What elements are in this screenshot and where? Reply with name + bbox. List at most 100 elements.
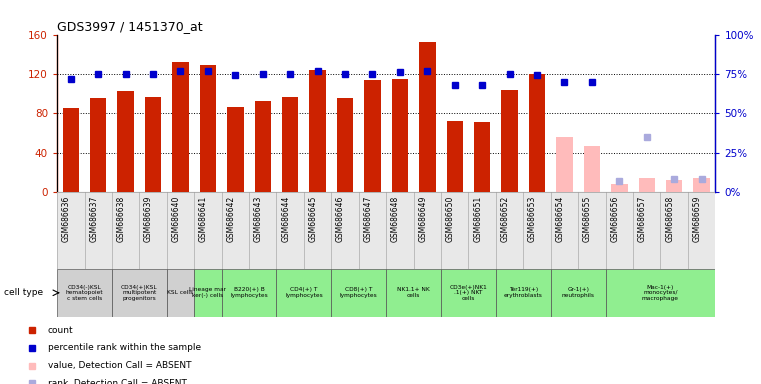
Bar — [633, 192, 661, 269]
Text: B220(+) B
lymphocytes: B220(+) B lymphocytes — [230, 287, 268, 298]
Bar — [62, 108, 79, 192]
Text: GDS3997 / 1451370_at: GDS3997 / 1451370_at — [57, 20, 202, 33]
Bar — [501, 90, 517, 192]
Text: CD34(+)KSL
multipotent
progenitors: CD34(+)KSL multipotent progenitors — [121, 285, 158, 301]
Bar — [606, 269, 715, 317]
Bar — [221, 192, 249, 269]
Bar — [331, 192, 358, 269]
Text: Lineage mar
ker(-) cells: Lineage mar ker(-) cells — [189, 287, 227, 298]
Bar — [386, 192, 414, 269]
Bar — [551, 269, 606, 317]
Bar — [441, 192, 469, 269]
Bar — [90, 98, 107, 192]
Bar — [447, 121, 463, 192]
Bar — [117, 91, 134, 192]
Text: GSM686646: GSM686646 — [336, 196, 345, 242]
Bar — [139, 192, 167, 269]
Bar — [529, 74, 546, 192]
Bar — [304, 192, 331, 269]
Text: rank, Detection Call = ABSENT: rank, Detection Call = ABSENT — [48, 379, 186, 384]
Text: GSM686645: GSM686645 — [309, 196, 317, 242]
Bar — [249, 192, 276, 269]
Text: GSM686656: GSM686656 — [610, 196, 619, 242]
Bar — [112, 269, 167, 317]
Bar — [167, 192, 194, 269]
Bar — [194, 192, 221, 269]
Bar — [611, 184, 628, 192]
Bar — [419, 43, 435, 192]
Bar — [84, 192, 112, 269]
Text: GSM686649: GSM686649 — [419, 196, 428, 242]
Text: CD3e(+)NK1
.1(+) NKT
cells: CD3e(+)NK1 .1(+) NKT cells — [450, 285, 487, 301]
Text: CD8(+) T
lymphocytes: CD8(+) T lymphocytes — [340, 287, 377, 298]
Text: CD4(+) T
lymphocytes: CD4(+) T lymphocytes — [285, 287, 323, 298]
Bar — [688, 192, 715, 269]
Text: value, Detection Call = ABSENT: value, Detection Call = ABSENT — [48, 361, 192, 370]
Bar — [276, 269, 331, 317]
Bar — [474, 122, 490, 192]
Text: GSM686643: GSM686643 — [253, 196, 263, 242]
Text: GSM686637: GSM686637 — [89, 196, 98, 242]
Text: NK1.1+ NK
cells: NK1.1+ NK cells — [397, 287, 430, 298]
Bar — [606, 192, 633, 269]
Text: GSM686658: GSM686658 — [665, 196, 674, 242]
Text: GSM686655: GSM686655 — [583, 196, 592, 242]
Bar — [57, 192, 84, 269]
Bar — [337, 98, 353, 192]
Bar — [282, 96, 298, 192]
Bar — [145, 96, 161, 192]
Text: GSM686642: GSM686642 — [226, 196, 235, 242]
Text: Ter119(+)
erythroblasts: Ter119(+) erythroblasts — [504, 287, 543, 298]
Text: GSM686659: GSM686659 — [693, 196, 702, 242]
Bar — [693, 178, 710, 192]
Text: GSM686639: GSM686639 — [144, 196, 153, 242]
Bar — [666, 180, 683, 192]
Bar — [638, 178, 655, 192]
Text: GSM686651: GSM686651 — [473, 196, 482, 242]
Bar — [661, 192, 688, 269]
Bar — [221, 269, 276, 317]
Text: CD34(-)KSL
hematopoiet
c stem cells: CD34(-)KSL hematopoiet c stem cells — [65, 285, 103, 301]
Bar — [167, 269, 194, 317]
Bar — [578, 192, 606, 269]
Text: GSM686644: GSM686644 — [282, 196, 290, 242]
Bar — [172, 62, 189, 192]
Text: GSM686636: GSM686636 — [62, 196, 71, 242]
Bar — [392, 79, 408, 192]
Text: percentile rank within the sample: percentile rank within the sample — [48, 343, 201, 353]
Text: GSM686653: GSM686653 — [528, 196, 537, 242]
Bar — [496, 269, 551, 317]
Bar — [331, 269, 386, 317]
Text: GSM686652: GSM686652 — [501, 196, 510, 242]
Bar — [199, 65, 216, 192]
Bar — [276, 192, 304, 269]
Text: Gr-1(+)
neutrophils: Gr-1(+) neutrophils — [562, 287, 594, 298]
Bar — [194, 269, 221, 317]
Bar — [524, 192, 551, 269]
Text: GSM686648: GSM686648 — [391, 196, 400, 242]
Bar — [227, 108, 244, 192]
Text: Mac-1(+)
monocytes/
macrophage: Mac-1(+) monocytes/ macrophage — [642, 285, 679, 301]
Bar — [584, 146, 600, 192]
Bar — [551, 192, 578, 269]
Text: cell type: cell type — [4, 288, 43, 297]
Bar — [310, 70, 326, 192]
Bar — [254, 101, 271, 192]
Text: GSM686647: GSM686647 — [364, 196, 372, 242]
Bar — [441, 269, 496, 317]
Bar — [496, 192, 524, 269]
Bar — [112, 192, 139, 269]
Bar — [556, 137, 573, 192]
Text: GSM686657: GSM686657 — [638, 196, 647, 242]
Bar — [358, 192, 386, 269]
Bar — [469, 192, 496, 269]
Text: GSM686650: GSM686650 — [446, 196, 455, 242]
Text: GSM686640: GSM686640 — [171, 196, 180, 242]
Text: count: count — [48, 326, 74, 334]
Bar — [57, 269, 112, 317]
Bar — [386, 269, 441, 317]
Text: KSL cells: KSL cells — [167, 290, 193, 295]
Bar — [365, 80, 380, 192]
Bar — [414, 192, 441, 269]
Text: GSM686638: GSM686638 — [116, 196, 126, 242]
